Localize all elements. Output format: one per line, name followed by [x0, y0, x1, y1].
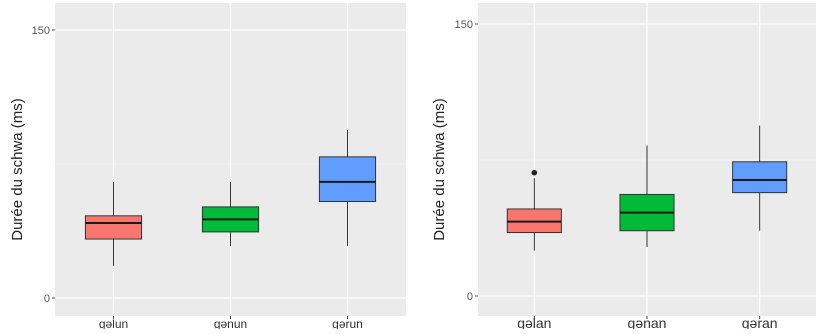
- y-tick-label: 150: [32, 25, 50, 37]
- x-tick-label: gəlan: [517, 315, 551, 329]
- y-axis-label: Durée du schwa (ms): [9, 98, 26, 241]
- y-axis-label: Durée du schwa (ms): [431, 98, 448, 241]
- box-iqr: [318, 156, 377, 203]
- chart-panel-2: 0 150 Durée du schwa (ms) gəlan gənan gəran: [431, 3, 816, 331]
- outlier-point: [531, 169, 538, 176]
- box-gəran: [732, 125, 788, 231]
- y-tick-label: 0: [44, 293, 50, 305]
- x-tick-label: gənan: [628, 315, 667, 329]
- y-tick-label: 150: [455, 19, 473, 31]
- box-gənan: [619, 145, 675, 248]
- y-tick-label: 0: [467, 291, 473, 303]
- box-gərun: [318, 130, 377, 247]
- box-iqr: [732, 161, 788, 194]
- box-gəlun: [84, 181, 143, 266]
- x-tick-label: gəlun: [99, 317, 128, 329]
- box-gənun: [201, 181, 260, 247]
- x-tick-label: gərun: [332, 317, 363, 329]
- box-iqr: [84, 215, 143, 240]
- x-tick-label: gəran: [742, 315, 778, 329]
- box-gəlan: [506, 169, 562, 251]
- x-tick-label: gənun: [214, 317, 247, 329]
- chart-panel-1: 0 150 Durée du schwa (ms) gəlun gənun gərun: [9, 3, 406, 331]
